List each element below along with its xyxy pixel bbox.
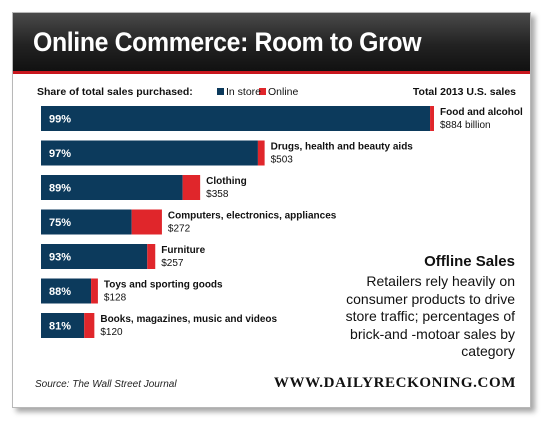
bar-online: [430, 106, 434, 131]
bar-percent-label: 88%: [49, 286, 71, 298]
total-sales-label: $884 billion: [440, 120, 491, 131]
bar-percent-label: 97%: [49, 148, 71, 160]
bar-group: 99% Food and alcohol $884 billion 97% Drugs,…: [41, 106, 523, 338]
bar-online: [147, 244, 156, 269]
total-sales-label: $120: [100, 327, 123, 338]
chart-title: Online Commerce: Room to Grow: [33, 27, 422, 57]
bar-percent-label: 89%: [49, 183, 71, 195]
source-note: Source: The Wall Street Journal: [35, 379, 177, 390]
total-sales-label: $257: [161, 258, 184, 269]
chart-card: Online Commerce: Room to Grow Share of t…: [12, 12, 531, 408]
legend-instore-label: In store: [226, 86, 261, 98]
category-label: Food and alcohol: [440, 107, 523, 118]
total-sales-label: $272: [168, 224, 191, 235]
category-label: Clothing: [206, 176, 247, 187]
legend-instore-swatch: [217, 88, 224, 95]
bar-instore: [41, 209, 132, 235]
bar-instore: [41, 106, 431, 131]
total-sales-label: $503: [271, 155, 294, 166]
header-bar: Online Commerce: Room to Grow: [13, 13, 530, 74]
bar-percent-label: 93%: [49, 252, 71, 264]
legend-online-label: Online: [268, 86, 299, 98]
category-label: Books, magazines, music and videos: [100, 314, 277, 325]
bar-instore: [41, 278, 92, 304]
bar-instore: [41, 244, 148, 269]
value-column-header: Total 2013 U.S. sales: [413, 86, 516, 98]
bar-online: [91, 278, 98, 304]
legend-online-swatch: [259, 88, 266, 95]
bar-online: [182, 175, 201, 200]
bar-instore: [41, 175, 183, 200]
annotation-title: Offline Sales: [424, 253, 515, 270]
bar-online: [131, 209, 162, 235]
total-sales-label: $358: [206, 189, 229, 200]
bar-percent-label: 81%: [49, 321, 71, 333]
bar-chart: Share of total sales purchased: In store…: [37, 86, 523, 338]
category-label: Drugs, health and beauty aids: [271, 142, 414, 153]
bar-online: [257, 140, 265, 166]
annotation-body: Retailers rely heavily on consumer produ…: [345, 273, 515, 360]
bar-percent-label: 99%: [49, 114, 71, 126]
bar-instore: [41, 140, 258, 166]
site-brand: WWW.DAILYRECKONING.COM: [273, 375, 516, 391]
total-sales-label: $128: [104, 293, 127, 304]
bar-percent-label: 75%: [49, 217, 71, 229]
category-label: Toys and sporting goods: [104, 280, 223, 291]
category-label: Computers, electronics, appliances: [168, 211, 337, 222]
bar-instore: [41, 313, 85, 338]
category-label: Furniture: [161, 245, 205, 256]
bar-online: [84, 313, 95, 338]
legend-title: Share of total sales purchased:: [37, 86, 193, 98]
